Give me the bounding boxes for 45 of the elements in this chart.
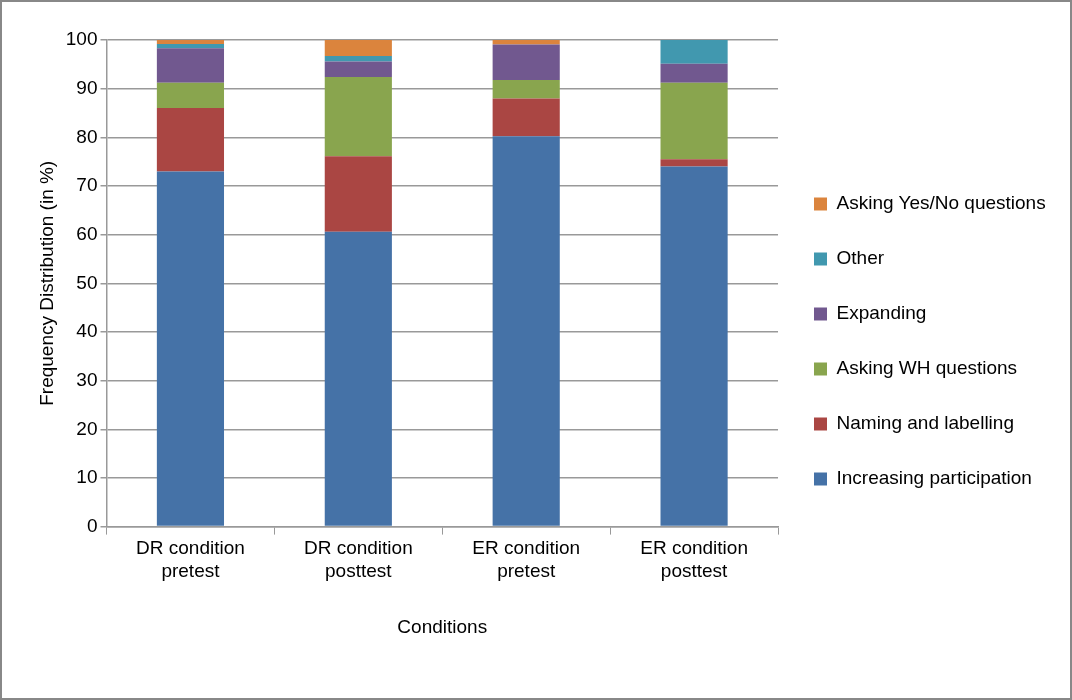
bar <box>660 40 728 64</box>
bar <box>660 166 728 526</box>
y-tick-label: 60 <box>76 222 98 244</box>
legend-label: Other <box>836 247 885 269</box>
bar <box>324 156 392 232</box>
x-tick-label: DR condition posttest <box>303 537 413 582</box>
y-tick-label: 20 <box>76 417 98 439</box>
bar <box>156 171 225 526</box>
bar <box>156 48 225 83</box>
y-tick-label: 0 <box>86 514 98 536</box>
bar <box>492 44 560 80</box>
bar <box>324 231 392 526</box>
y-tick-label: 10 <box>76 466 98 488</box>
y-tick-label: 50 <box>76 271 98 293</box>
bar <box>324 76 392 157</box>
legend-label: Asking Yes/No questions <box>836 192 1046 214</box>
y-tick-label: 30 <box>76 368 98 390</box>
x-tick-label: DR condition pretest <box>136 537 245 582</box>
y-tick-label: 40 <box>76 320 98 342</box>
bar <box>324 56 392 62</box>
y-tick-label: 70 <box>76 174 98 196</box>
x-axis-title: Conditions <box>397 615 488 637</box>
bar <box>324 61 392 77</box>
x-tick-label: ER condition posttest <box>640 537 748 582</box>
legend-label: Asking WH questions <box>836 357 1018 379</box>
bar <box>492 40 560 45</box>
y-tick-label: 100 <box>65 28 98 50</box>
y-tick-label: 80 <box>76 125 98 147</box>
bar <box>156 82 225 109</box>
bar <box>660 159 728 167</box>
x-tick-label: ER condition pretest <box>472 537 581 582</box>
bar <box>492 79 560 99</box>
y-tick-label: 90 <box>76 76 98 98</box>
bar <box>492 98 560 137</box>
legend-label: Expanding <box>836 302 927 324</box>
legend-label: Naming and labelling <box>836 412 1014 434</box>
bar <box>324 40 392 57</box>
bar <box>156 108 225 172</box>
bar <box>492 136 560 526</box>
y-axis-title: Frequency Distribution (in %) <box>35 160 57 406</box>
bar <box>660 63 728 83</box>
legend-label: Increasing participation <box>836 467 1032 489</box>
bar <box>156 40 225 44</box>
bar <box>156 43 225 49</box>
bar <box>660 82 728 160</box>
